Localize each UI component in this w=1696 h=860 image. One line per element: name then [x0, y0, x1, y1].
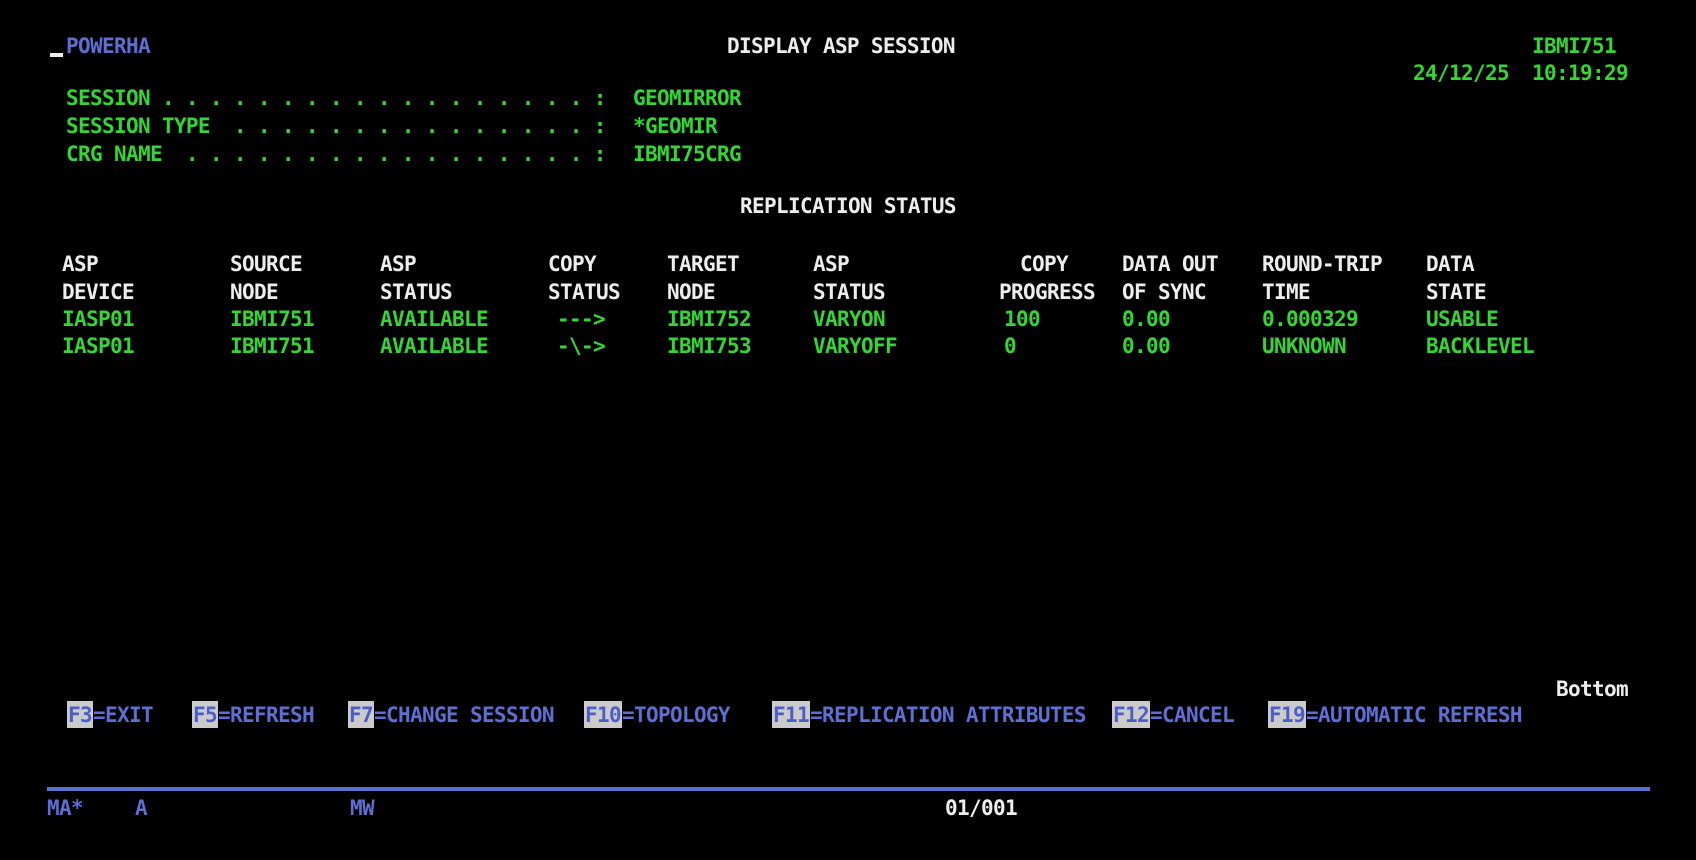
col-header-asp-status: ASP [380, 252, 417, 276]
col-header-copy-status: STATUS [548, 280, 621, 304]
fkey-f10-topology[interactable]: F10=TOPOLOGY [584, 701, 731, 728]
session-time: 10:19:29 [1532, 61, 1629, 85]
fkey-f7-key: F7 [348, 701, 374, 728]
fkey-f12-key: F12 [1112, 701, 1150, 728]
fkey-f19-key: F19 [1268, 701, 1306, 728]
col-header-copy-progress: PROGRESS [999, 280, 1096, 304]
cell-asp-status: AVAILABLE [380, 334, 489, 358]
session-type-label: SESSION TYPE . . . . . . . . . . . . . .… [66, 114, 606, 138]
col-header-asp-status2: ASP [813, 252, 850, 276]
cell-round-trip: 0.000329 [1262, 307, 1359, 331]
cell-data-out: 0.00 [1122, 307, 1171, 331]
col-header-asp-device: DEVICE [62, 280, 135, 304]
col-header-source-node: SOURCE [230, 252, 303, 276]
status-system-indicator: MA* [47, 796, 84, 820]
status-separator [47, 787, 1650, 791]
copy-direction-icon: ---> [557, 307, 606, 331]
session-date: 24/12/25 [1413, 61, 1510, 85]
col-header-asp-status: STATUS [380, 280, 453, 304]
fkey-f11-replication-attributes[interactable]: F11=REPLICATION ATTRIBUTES [772, 701, 1086, 728]
col-header-data-state: STATE [1426, 280, 1487, 304]
fkey-f12-label: =CANCEL [1149, 703, 1235, 727]
status-cursor-position: 01/001 [945, 796, 1018, 820]
status-message-wait: MW [350, 796, 375, 820]
session-label: SESSION . . . . . . . . . . . . . . . . … [66, 86, 606, 110]
cell-asp-device: IASP01 [62, 307, 135, 331]
cell-asp-status2: VARYOFF [813, 334, 898, 358]
col-header-target-node: NODE [667, 280, 716, 304]
status-bar: MA* A MW 01/001 [0, 796, 1696, 822]
col-header-round-trip: TIME [1262, 280, 1311, 304]
fkey-f3-key: F3 [67, 701, 93, 728]
cell-asp-device: IASP01 [62, 334, 135, 358]
col-header-data-state: DATA [1426, 252, 1475, 276]
fkey-f10-key: F10 [584, 701, 622, 728]
fkey-f19-automatic-refresh[interactable]: F19=AUTOMATIC REFRESH [1268, 701, 1523, 728]
cell-copy-progress: 100 [1004, 307, 1041, 331]
function-key-bar: F3=EXIT F5=REFRESH F7=CHANGE SESSION F10… [0, 701, 1696, 729]
session-value: GEOMIRROR [633, 86, 742, 110]
table-row: IASP01 IBMI751 AVAILABLE -\-> IBMI753 VA… [0, 334, 1696, 360]
pagination-indicator: Bottom [1556, 677, 1629, 701]
col-header-target-node: TARGET [667, 252, 740, 276]
crg-name-value: IBMI75CRG [633, 142, 742, 166]
table-header-line2: DEVICE NODE STATUS STATUS NODE STATUS PR… [0, 280, 1696, 306]
cell-source-node: IBMI751 [230, 307, 315, 331]
table-header-line1: ASP SOURCE ASP COPY TARGET ASP COPY DATA… [0, 252, 1696, 278]
status-keyboard-shift: A [135, 796, 148, 820]
col-header-round-trip: ROUND-TRIP [1262, 252, 1383, 276]
fkey-f11-key: F11 [772, 701, 810, 728]
crg-name-label: CRG NAME . . . . . . . . . . . . . . . .… [66, 142, 606, 166]
fkey-f5-refresh[interactable]: F5=REFRESH [192, 701, 315, 728]
fkey-f7-label: =CHANGE SESSION [374, 703, 555, 727]
col-header-data-out: DATA OUT [1122, 252, 1219, 276]
session-type-value: *GEOMIR [633, 114, 718, 138]
cell-data-state: BACKLEVEL [1426, 334, 1535, 358]
text-cursor [50, 53, 63, 57]
fkey-f5-key: F5 [192, 701, 218, 728]
cell-asp-status: AVAILABLE [380, 307, 489, 331]
fkey-f11-label: =REPLICATION ATTRIBUTES [809, 703, 1086, 727]
cell-copy-progress: 0 [1004, 334, 1017, 358]
col-header-source-node: NODE [230, 280, 279, 304]
cell-data-out: 0.00 [1122, 334, 1171, 358]
app-name: POWERHA [66, 34, 151, 58]
col-header-asp-device: ASP [62, 252, 99, 276]
system-name: IBMI751 [1532, 34, 1617, 58]
cell-target-node: IBMI753 [667, 334, 752, 358]
cell-source-node: IBMI751 [230, 334, 315, 358]
cell-data-state: USABLE [1426, 307, 1499, 331]
col-header-asp-status2: STATUS [813, 280, 886, 304]
fkey-f5-label: =REFRESH [218, 703, 315, 727]
table-row: IASP01 IBMI751 AVAILABLE ---> IBMI752 VA… [0, 307, 1696, 333]
copy-direction-icon: -\-> [557, 334, 606, 358]
col-header-data-out: OF SYNC [1122, 280, 1207, 304]
col-header-copy-status: COPY [548, 252, 597, 276]
cell-target-node: IBMI752 [667, 307, 752, 331]
fkey-f7-change-session[interactable]: F7=CHANGE SESSION [348, 701, 555, 728]
fkey-f10-label: =TOPOLOGY [621, 703, 731, 727]
col-header-copy-progress: COPY [1020, 252, 1069, 276]
fkey-f19-label: =AUTOMATIC REFRESH [1305, 703, 1523, 727]
fkey-f12-cancel[interactable]: F12=CANCEL [1112, 701, 1235, 728]
cell-asp-status2: VARYON [813, 307, 886, 331]
section-title: REPLICATION STATUS [740, 194, 957, 218]
screen-title: DISPLAY ASP SESSION [727, 34, 956, 58]
cell-round-trip: UNKNOWN [1262, 334, 1347, 358]
fkey-f3-exit[interactable]: F3=EXIT [67, 701, 154, 728]
fkey-f3-label: =EXIT [93, 703, 154, 727]
